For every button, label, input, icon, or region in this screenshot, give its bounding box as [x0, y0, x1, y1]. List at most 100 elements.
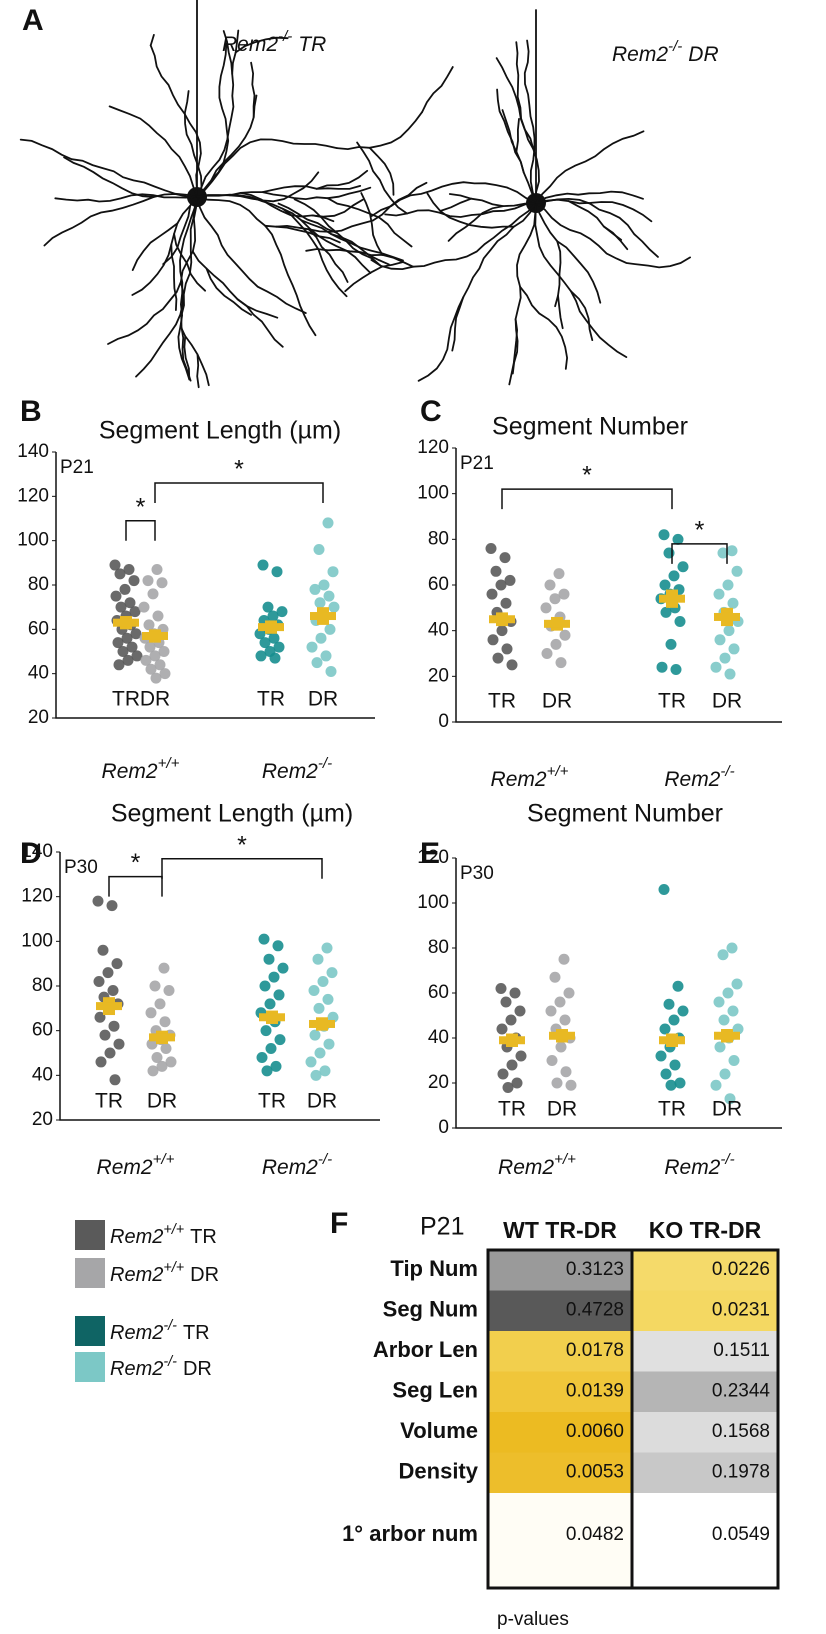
- dot: [117, 646, 129, 657]
- dot: [129, 606, 141, 618]
- dot: [276, 606, 288, 618]
- dot: [159, 668, 171, 680]
- x-category-label: DR: [712, 690, 742, 713]
- condition: TR: [190, 1226, 217, 1248]
- dot: [323, 590, 335, 602]
- y-tick-label: 100: [417, 483, 449, 504]
- dot: [540, 602, 552, 614]
- genotype-superscript: +/+: [163, 1260, 184, 1276]
- table-subtitle: P21: [420, 1213, 464, 1241]
- table-cell: [488, 1452, 632, 1493]
- x-category-label: DR: [307, 1090, 337, 1113]
- dot: [669, 1059, 681, 1071]
- y-tick-label: 120: [21, 886, 53, 907]
- dot: [92, 895, 104, 907]
- dot: [124, 597, 136, 609]
- x-category-label: TR: [257, 688, 285, 711]
- dot: [487, 634, 499, 646]
- p-value: 0.1511: [713, 1340, 770, 1361]
- dot: [149, 650, 161, 662]
- dot: [555, 657, 567, 669]
- dendrite: [554, 240, 562, 308]
- dendrite: [535, 130, 645, 204]
- dot: [717, 949, 729, 961]
- dot: [553, 568, 565, 580]
- genotype-name: Rem2: [102, 760, 158, 783]
- dot: [147, 1065, 159, 1077]
- row-label: Tip Num: [390, 1256, 478, 1281]
- mean-marker: [258, 623, 284, 632]
- dendrite: [523, 39, 537, 204]
- dendrite: [205, 267, 252, 316]
- dot: [321, 942, 333, 954]
- dendrite: [261, 185, 362, 193]
- y-tick-label: 80: [428, 528, 449, 549]
- dendrite: [535, 197, 659, 258]
- y-tick-label: 40: [428, 620, 449, 641]
- table-footer: p-values: [497, 1609, 569, 1630]
- genotype-label: Rem2+/+: [102, 755, 180, 783]
- dot: [274, 1034, 286, 1046]
- dendrite: [43, 193, 198, 247]
- dot: [659, 579, 671, 591]
- dendrite: [131, 196, 198, 296]
- dot: [259, 637, 271, 649]
- dot: [674, 1077, 686, 1089]
- y-tick-label: 60: [428, 574, 449, 595]
- dot: [310, 1069, 322, 1081]
- dot: [496, 1023, 508, 1035]
- dot: [262, 601, 274, 613]
- y-tick-label: 80: [32, 975, 53, 996]
- table-cell: [488, 1331, 632, 1372]
- dot: [559, 629, 571, 641]
- dot: [258, 933, 270, 945]
- dot: [724, 1093, 736, 1105]
- dot: [151, 563, 163, 575]
- dendrite: [234, 36, 289, 54]
- dot: [94, 1011, 106, 1023]
- dot: [505, 1014, 517, 1026]
- dot: [152, 610, 164, 622]
- dot: [659, 1023, 671, 1035]
- dot: [271, 566, 283, 578]
- chart-title: Segment Number: [492, 413, 688, 441]
- dot: [273, 989, 285, 1001]
- dot: [727, 597, 739, 609]
- dot: [490, 565, 502, 577]
- y-tick-label: 100: [21, 930, 53, 951]
- dot: [551, 1077, 563, 1089]
- dot: [674, 616, 686, 628]
- dot: [104, 1047, 116, 1059]
- genotype-name: Rem2: [110, 1322, 163, 1344]
- dot: [277, 962, 289, 974]
- x-category-label: DR: [542, 690, 572, 713]
- dot: [128, 575, 140, 587]
- dendrite: [515, 118, 520, 153]
- dot: [710, 1079, 722, 1091]
- dot: [264, 998, 276, 1010]
- dot: [99, 1029, 111, 1041]
- dendrite: [557, 294, 564, 330]
- mean-marker: [659, 594, 685, 603]
- dot: [499, 552, 511, 564]
- y-tick-label: 120: [417, 437, 449, 458]
- y-tick-label: 0: [438, 1117, 449, 1138]
- table-cell: [632, 1493, 778, 1588]
- genotype-name: Rem2: [262, 1156, 318, 1179]
- table-cell: [488, 1493, 632, 1588]
- legend-swatch: [75, 1352, 105, 1382]
- p-value: 0.0053: [566, 1462, 624, 1483]
- dot: [158, 646, 170, 657]
- genotype-label: Rem2-/-: [664, 763, 734, 791]
- significance-star: *: [234, 456, 244, 484]
- dot: [142, 575, 154, 587]
- mean-marker: [714, 612, 740, 621]
- panel-label: E: [420, 837, 440, 870]
- table-cell: [632, 1371, 778, 1412]
- dendrite: [570, 290, 628, 358]
- dot: [658, 529, 670, 541]
- condition: TR: [183, 1322, 210, 1344]
- dot: [496, 625, 508, 637]
- dot: [714, 1041, 726, 1053]
- row-label: Arbor Len: [373, 1337, 478, 1362]
